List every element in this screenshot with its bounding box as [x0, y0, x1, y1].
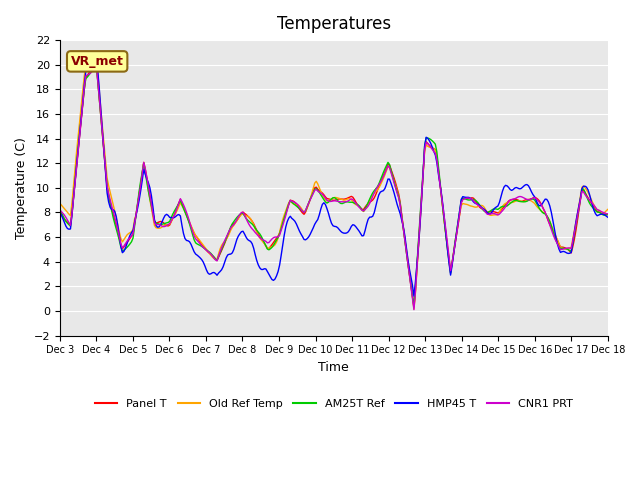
Panel T — [56, 208, 63, 214]
HMP45 T — [125, 236, 132, 242]
Line: AM25T Ref: AM25T Ref — [60, 66, 608, 306]
Panel T — [91, 61, 99, 67]
CNR1 PRT — [248, 226, 256, 232]
Panel T — [297, 208, 305, 214]
CNR1 PRT — [577, 197, 584, 203]
AM25T Ref — [56, 206, 63, 212]
Old Ref Temp — [604, 206, 612, 212]
AM25T Ref — [239, 211, 247, 216]
Legend: Panel T, Old Ref Temp, AM25T Ref, HMP45 T, CNR1 PRT: Panel T, Old Ref Temp, AM25T Ref, HMP45 … — [90, 395, 577, 413]
AM25T Ref — [410, 303, 418, 309]
AM25T Ref — [93, 63, 100, 69]
CNR1 PRT — [410, 307, 418, 312]
Title: Temperatures: Temperatures — [276, 15, 391, 33]
Text: VR_met: VR_met — [71, 55, 124, 68]
Panel T — [604, 212, 612, 217]
Old Ref Temp — [410, 306, 418, 312]
HMP45 T — [410, 293, 418, 299]
AM25T Ref — [248, 221, 256, 227]
Line: CNR1 PRT: CNR1 PRT — [60, 66, 608, 310]
Panel T — [239, 209, 247, 215]
AM25T Ref — [221, 240, 228, 245]
CNR1 PRT — [604, 211, 612, 216]
AM25T Ref — [297, 207, 305, 213]
Old Ref Temp — [297, 205, 305, 211]
Old Ref Temp — [125, 231, 132, 237]
HMP45 T — [221, 260, 228, 265]
Line: Panel T: Panel T — [60, 64, 608, 308]
CNR1 PRT — [125, 236, 132, 242]
Panel T — [221, 240, 228, 246]
HMP45 T — [93, 54, 100, 60]
Old Ref Temp — [239, 211, 247, 217]
HMP45 T — [297, 231, 305, 237]
AM25T Ref — [125, 243, 132, 249]
HMP45 T — [577, 196, 584, 202]
HMP45 T — [248, 241, 256, 247]
AM25T Ref — [577, 196, 584, 202]
Panel T — [577, 197, 584, 203]
Old Ref Temp — [91, 54, 99, 60]
CNR1 PRT — [56, 207, 63, 213]
CNR1 PRT — [93, 63, 100, 69]
HMP45 T — [56, 209, 63, 215]
Panel T — [410, 305, 418, 311]
Old Ref Temp — [56, 200, 63, 206]
CNR1 PRT — [221, 238, 228, 243]
CNR1 PRT — [239, 209, 247, 215]
CNR1 PRT — [297, 206, 305, 212]
Panel T — [248, 218, 256, 224]
Panel T — [125, 238, 132, 243]
Old Ref Temp — [221, 239, 228, 244]
HMP45 T — [239, 228, 247, 234]
Line: Old Ref Temp: Old Ref Temp — [60, 57, 608, 309]
Line: HMP45 T: HMP45 T — [60, 57, 608, 296]
Old Ref Temp — [577, 194, 584, 200]
X-axis label: Time: Time — [319, 361, 349, 374]
Old Ref Temp — [248, 218, 256, 224]
HMP45 T — [604, 215, 612, 220]
AM25T Ref — [604, 212, 612, 217]
Y-axis label: Temperature (C): Temperature (C) — [15, 137, 28, 239]
